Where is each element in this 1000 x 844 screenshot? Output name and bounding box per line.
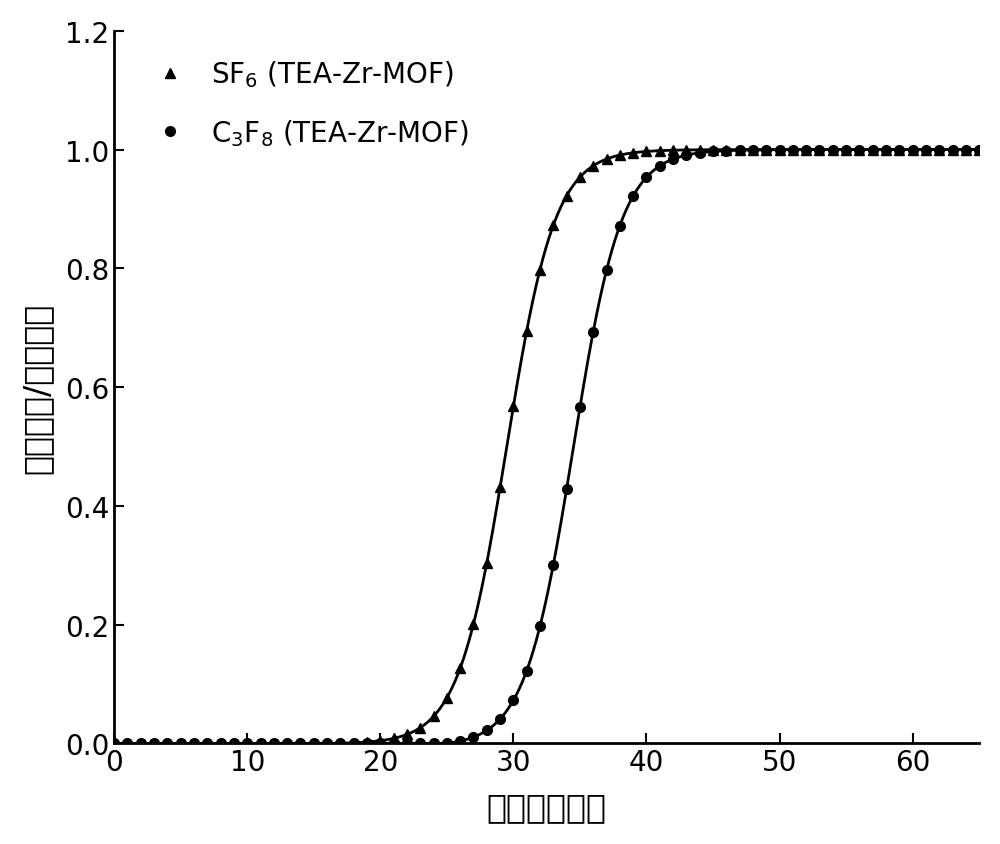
SF$_6$ (TEA-Zr-MOF)	[973, 145, 985, 155]
C$_3$F$_8$ (TEA-Zr-MOF)	[374, 738, 386, 749]
SF$_6$ (TEA-Zr-MOF)	[321, 738, 333, 749]
SF$_6$ (TEA-Zr-MOF)	[241, 738, 253, 749]
SF$_6$ (TEA-Zr-MOF)	[787, 145, 799, 155]
X-axis label: 时间（分钟）: 时间（分钟）	[487, 790, 607, 823]
Y-axis label: 柱前浓度/柱后浓度: 柱前浓度/柱后浓度	[21, 302, 54, 473]
SF$_6$ (TEA-Zr-MOF)	[108, 738, 120, 749]
SF$_6$ (TEA-Zr-MOF)	[374, 736, 386, 746]
Line: SF$_6$ (TEA-Zr-MOF): SF$_6$ (TEA-Zr-MOF)	[109, 145, 984, 749]
C$_3$F$_8$ (TEA-Zr-MOF)	[973, 145, 985, 155]
Line: C$_3$F$_8$ (TEA-Zr-MOF): C$_3$F$_8$ (TEA-Zr-MOF)	[109, 145, 984, 749]
C$_3$F$_8$ (TEA-Zr-MOF)	[321, 738, 333, 749]
SF$_6$ (TEA-Zr-MOF)	[907, 145, 919, 155]
C$_3$F$_8$ (TEA-Zr-MOF)	[787, 145, 799, 155]
C$_3$F$_8$ (TEA-Zr-MOF)	[907, 145, 919, 155]
C$_3$F$_8$ (TEA-Zr-MOF)	[481, 725, 493, 735]
SF$_6$ (TEA-Zr-MOF)	[481, 558, 493, 568]
Legend: SF$_6$ (TEA-Zr-MOF), C$_3$F$_8$ (TEA-Zr-MOF): SF$_6$ (TEA-Zr-MOF), C$_3$F$_8$ (TEA-Zr-…	[128, 46, 483, 163]
C$_3$F$_8$ (TEA-Zr-MOF)	[108, 738, 120, 749]
C$_3$F$_8$ (TEA-Zr-MOF)	[241, 738, 253, 749]
